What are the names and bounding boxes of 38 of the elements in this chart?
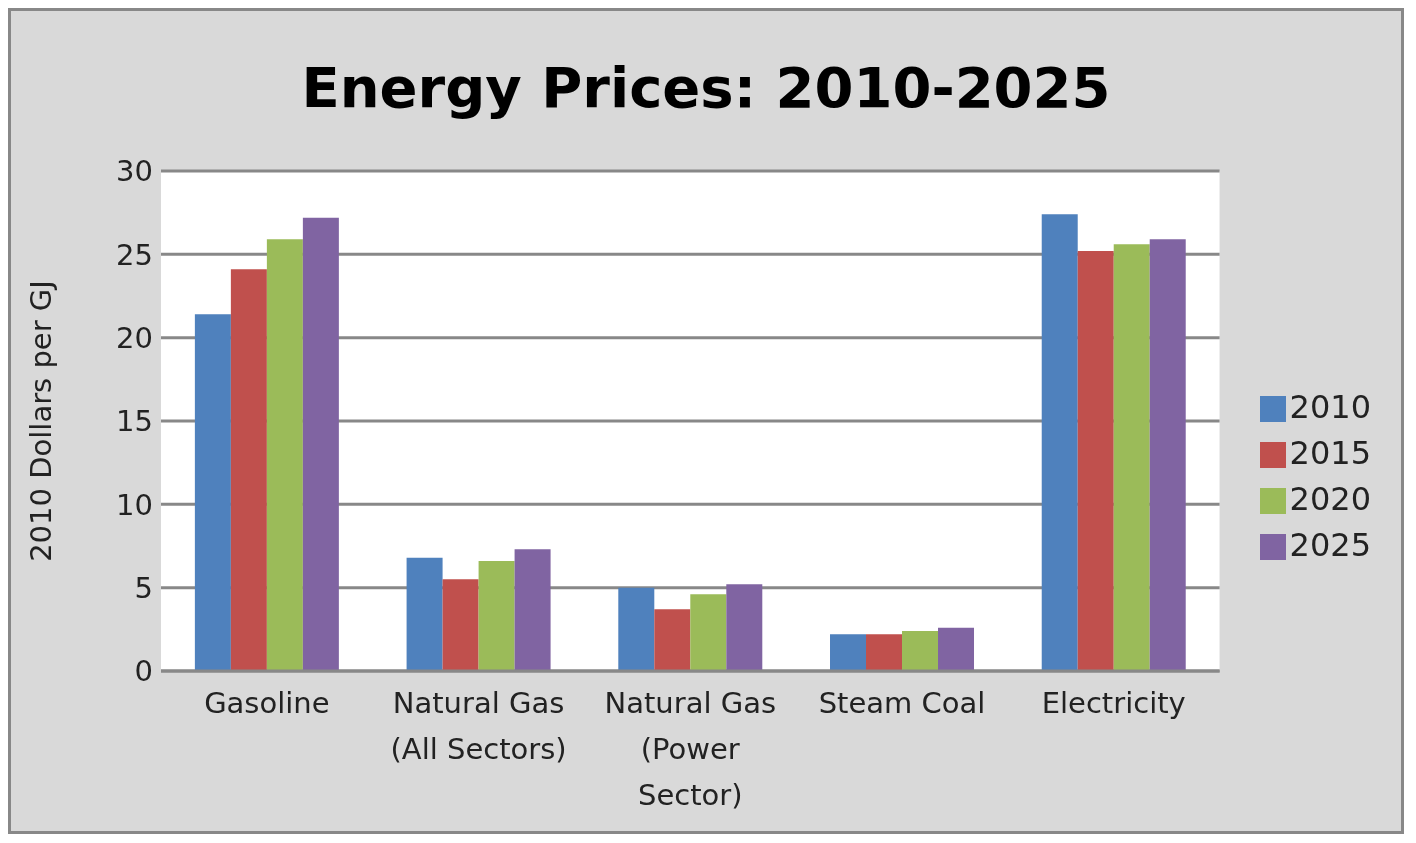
bar — [442, 579, 479, 671]
y-tick-label: 25 — [116, 237, 153, 272]
bar — [866, 634, 903, 671]
bar — [726, 584, 763, 671]
bar — [514, 549, 551, 671]
bar — [194, 314, 231, 671]
x-tick-label: Gasoline — [204, 686, 330, 720]
y-tick-label: 5 — [134, 570, 153, 605]
x-tick-label: Steam Coal — [818, 686, 986, 720]
bar — [266, 239, 303, 671]
bar — [1149, 239, 1186, 671]
bar — [938, 627, 975, 671]
y-tick-label: 0 — [134, 654, 153, 689]
y-axis-title: 2010 Dollars per GJ — [24, 280, 59, 562]
bar — [618, 587, 655, 671]
legend-label: 2010 — [1289, 388, 1371, 426]
bar — [830, 634, 867, 671]
legend-label: 2020 — [1289, 480, 1371, 518]
bar — [1077, 251, 1114, 671]
y-tick-label: 30 — [116, 154, 153, 189]
legend-label: 2025 — [1289, 526, 1371, 564]
x-tick-label: Electricity — [1041, 686, 1186, 720]
bar — [1041, 214, 1078, 671]
bar — [902, 631, 939, 671]
bar — [1113, 244, 1150, 671]
x-tick-label: Natural Gas (All Sectors) — [390, 686, 567, 766]
y-tick-label: 15 — [116, 404, 153, 439]
bar — [302, 217, 339, 671]
chart-title: Energy Prices: 2010-2025 — [300, 54, 1112, 122]
bar — [654, 609, 691, 671]
bar — [690, 594, 727, 671]
y-tick-label: 20 — [116, 320, 153, 355]
x-tick-label: Natural Gas (Power Sector) — [604, 686, 777, 812]
y-tick-label: 10 — [116, 487, 153, 522]
legend-label: 2015 — [1289, 434, 1371, 472]
bar — [230, 269, 267, 671]
bar — [478, 561, 515, 671]
bar — [406, 557, 443, 671]
